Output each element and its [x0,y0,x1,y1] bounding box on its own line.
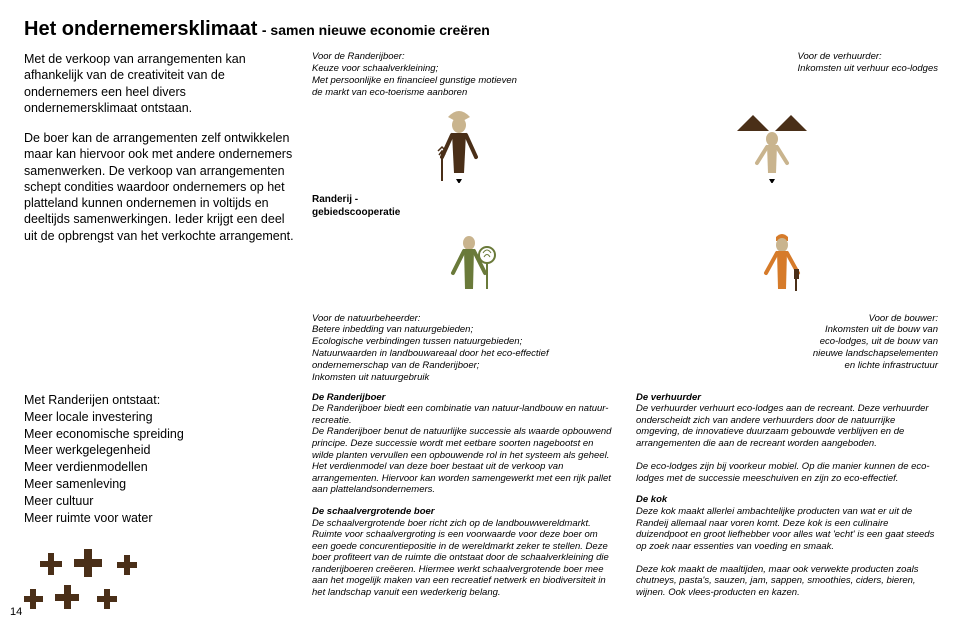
figure-row-top [312,105,938,183]
intro-paragraph-2: De boer kan de arrangementen zelf ontwik… [24,130,294,244]
desc-title: De schaalvergrotende boer [312,506,614,518]
bullet-item: Meer cultuur [24,493,294,510]
desc-col-right: De verhuurder De verhuurder verhuurt eco… [636,392,938,619]
page-title-sub: - samen nieuwe economie creëren [262,22,490,38]
bullet-item: Meer economische spreiding [24,426,294,443]
intro-paragraph-1: Met de verkoop van arrangementen kan afh… [24,51,294,116]
nature-manager-icon [439,229,499,303]
desc-body: De schaalvergrotende boer richt zich op … [312,518,614,599]
desc-body: De verhuurder verhuurt eco-lodges aan de… [636,403,938,484]
page-title-main: Het ondernemersklimaat [24,18,257,40]
bullet-item: Meer ruimte voor water [24,510,294,527]
desc-title: De verhuurder [636,392,938,404]
builder-icon [752,229,812,303]
bullet-item: Meer locale investering [24,409,294,426]
top-label-left: Voor de Randerijboer:Keuze voor schaalve… [312,51,517,99]
desc-title: De kok [636,494,938,506]
desc-col-left: De Randerijboer De Randerijboer biedt ee… [312,392,614,619]
coop-label: Randerij -gebiedscooperatie [312,193,400,219]
mid-label-left: Voor de natuurbeheerder:Betere inbedding… [312,313,549,384]
top-label-right: Voor de verhuurder:Inkomsten uit verhuur… [798,51,938,99]
desc-title: De Randerijboer [312,392,614,404]
bullet-item: Meer werkgelegenheid [24,442,294,459]
renter-icon [727,109,817,183]
bullet-item: Meer verdienmodellen [24,459,294,476]
plus-grid-icon [24,549,294,619]
figure-row-bottom [312,225,938,303]
page-number: 14 [10,606,22,618]
mid-label-right: Voor de bouwer:Inkomsten uit de bouw van… [813,313,938,384]
farmer-icon [434,109,484,183]
desc-body: Deze kok maakt allerlei ambachtelijke pr… [636,506,938,599]
bullet-item: Meer samenleving [24,476,294,493]
desc-body: De Randerijboer biedt een combinatie van… [312,403,614,496]
bullets-lead: Met Randerijen ontstaat: [24,392,294,409]
